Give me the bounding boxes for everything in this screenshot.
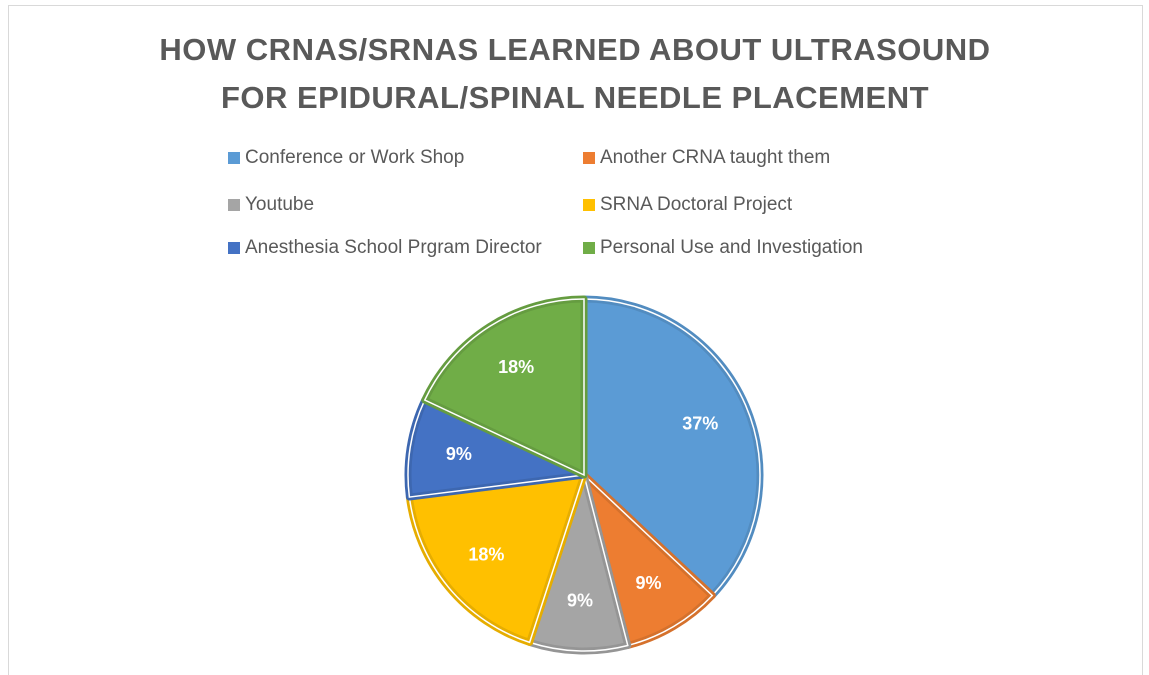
legend-label: Conference or Work Shop <box>245 147 464 168</box>
chart-title: HOW CRNAS/SRNAS LEARNED ABOUT ULTRASOUND <box>159 32 990 67</box>
legend-label: Youtube <box>245 194 314 215</box>
slice-edge <box>423 298 585 477</box>
legend-swatch <box>583 152 595 164</box>
legend-swatch <box>583 199 595 211</box>
data-label: 9% <box>446 444 472 464</box>
legend-swatch <box>228 199 240 211</box>
data-label: 18% <box>468 545 504 565</box>
legend-swatch <box>228 242 240 254</box>
slice-edge <box>583 298 761 597</box>
data-label: 18% <box>498 357 534 377</box>
legend-label: Another CRNA taught them <box>600 147 830 168</box>
legend-label: SRNA Doctoral Project <box>600 194 793 215</box>
legend-swatch <box>583 242 595 254</box>
chart-border <box>8 5 1143 675</box>
slice-edge <box>408 474 586 644</box>
chart-title: FOR EPIDURAL/SPINAL NEEDLE PLACEMENT <box>221 80 929 115</box>
data-label: 9% <box>635 573 661 593</box>
legend-label: Anesthesia School Prgram Director <box>245 237 542 258</box>
data-label: 9% <box>567 590 593 610</box>
data-label: 37% <box>682 413 718 433</box>
legend-swatch <box>228 152 240 164</box>
legend-label: Personal Use and Investigation <box>600 237 863 258</box>
